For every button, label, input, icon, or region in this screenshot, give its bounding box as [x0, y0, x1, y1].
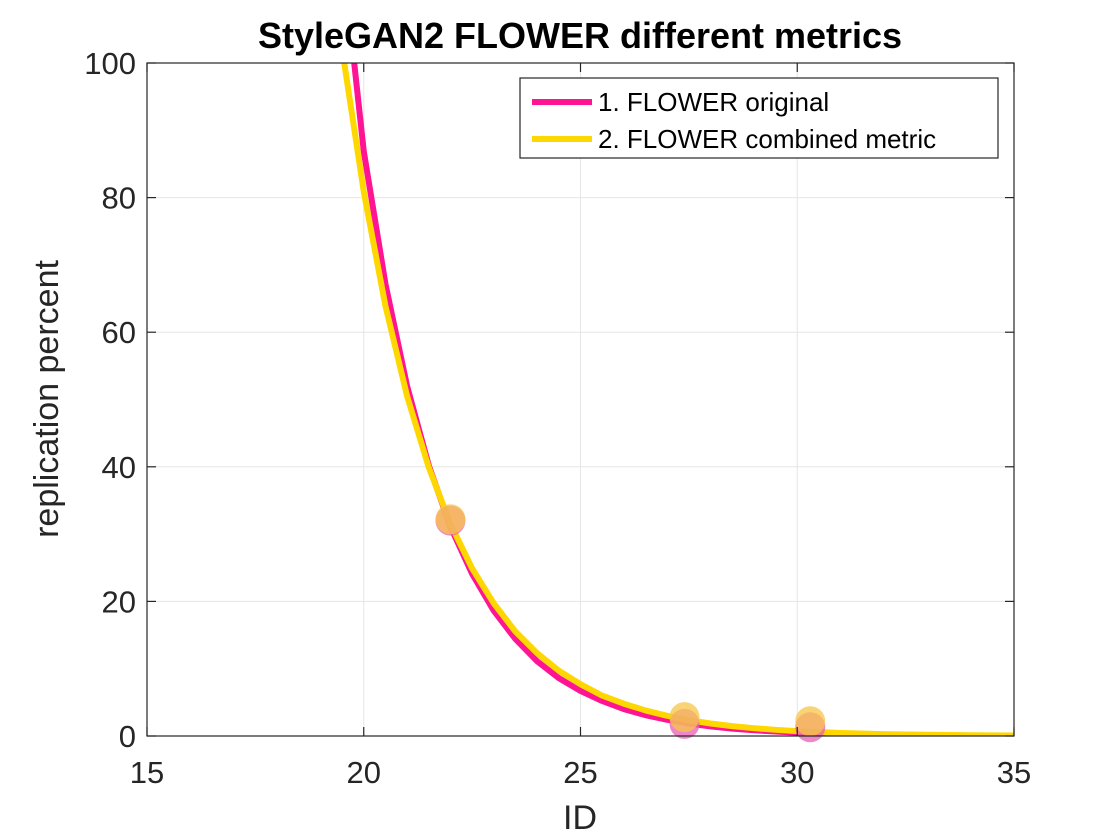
- axis-ticks: 15 20 25 30 35 0 20 40 60 80 100: [84, 46, 1031, 790]
- x-tick-label: 25: [563, 755, 597, 790]
- y-tick-label: 40: [102, 450, 136, 485]
- y-tick-label: 80: [102, 181, 136, 216]
- data-point-series-2: [435, 504, 466, 535]
- x-tick-label: 30: [780, 755, 814, 790]
- data-markers: [435, 504, 826, 743]
- data-point-series-2: [669, 702, 700, 733]
- x-tick-label: 15: [130, 755, 164, 790]
- legend: 1. FLOWER original 2. FLOWER combined me…: [519, 77, 999, 159]
- y-tick-label: 20: [102, 584, 136, 619]
- data-point-series-2: [795, 706, 826, 737]
- y-tick-label: 100: [84, 46, 136, 81]
- x-tick-label: 20: [347, 755, 381, 790]
- chart-title: StyleGAN2 FLOWER different metrics: [258, 15, 902, 56]
- y-axis-label: replication percent: [28, 260, 66, 538]
- series-line-2: [341, 63, 1014, 736]
- legend-label-flower-combined-metric: 2. FLOWER combined metric: [598, 124, 936, 154]
- x-tick-label: 35: [997, 755, 1031, 790]
- y-tick-label: 60: [102, 315, 136, 350]
- x-axis-label: ID: [563, 799, 597, 837]
- y-tick-label: 0: [119, 719, 136, 754]
- legend-label-flower-original: 1. FLOWER original: [598, 87, 829, 117]
- fit-curves: [341, 63, 1014, 736]
- legend-box: [519, 77, 999, 159]
